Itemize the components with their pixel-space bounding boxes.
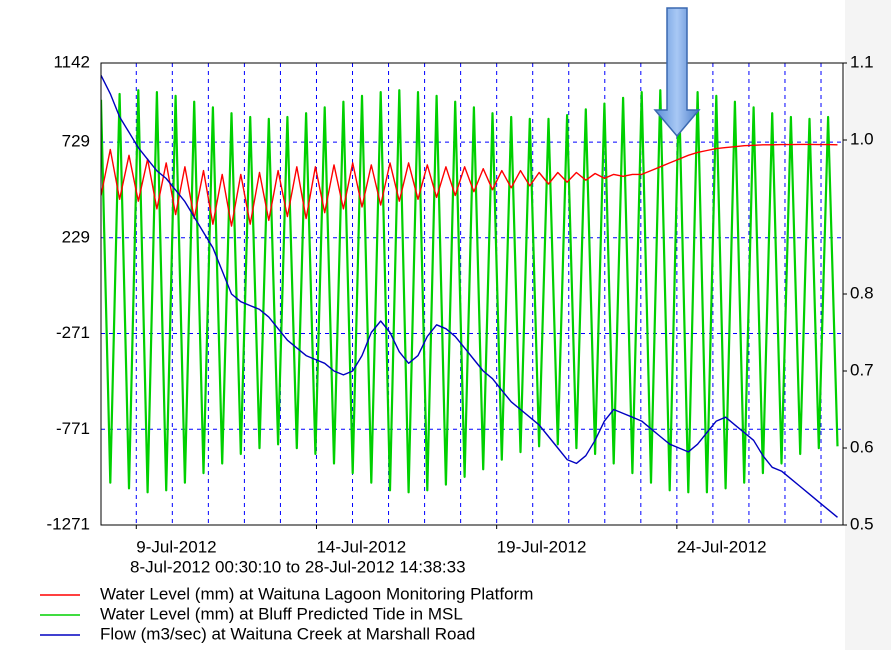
legend-label: Water Level (mm) at Waituna Lagoon Monit… [100,584,533,603]
legend-label: Flow (m3/sec) at Waituna Creek at Marsha… [100,624,475,643]
y2-tick-label: 1.0 [850,129,874,148]
legend-label: Water Level (mm) at Bluff Predicted Tide… [100,604,463,623]
y-tick-label: -271 [56,323,90,342]
y-tick-label: 729 [62,132,90,151]
legend: Water Level (mm) at Waituna Lagoon Monit… [40,584,533,643]
x-tick-label: 14-Jul-2012 [316,537,406,556]
y2-tick-label: 0.8 [850,283,874,302]
series-line [101,89,839,494]
x-tick-label: 19-Jul-2012 [497,537,587,556]
side-strip [845,0,891,650]
plot-lines [101,74,839,518]
x-tick-label: 9-Jul-2012 [136,537,216,556]
series-line [101,74,838,518]
y-tick-label: 1142 [53,52,90,71]
series-line [101,143,838,227]
y-tick-label: -771 [56,419,90,438]
y2-tick-label: 1.1 [850,52,874,71]
axes: -1271 -771 -271 229 729 1142 0.5 0.6 0.7 0.8 1.0 1.… [47,52,874,556]
y2-tick-label: 0.6 [850,437,874,456]
y-tick-label: -1271 [47,514,90,533]
y-tick-label: 229 [62,227,90,246]
y2-tick-label: 0.5 [850,514,874,533]
x-axis-subtitle: 8-Jul-2012 00:30:10 to 28-Jul-2012 14:38… [130,557,466,576]
x-tick-label: 24-Jul-2012 [677,537,767,556]
arrow-annotation [653,7,701,138]
y2-tick-label: 0.7 [850,360,874,379]
